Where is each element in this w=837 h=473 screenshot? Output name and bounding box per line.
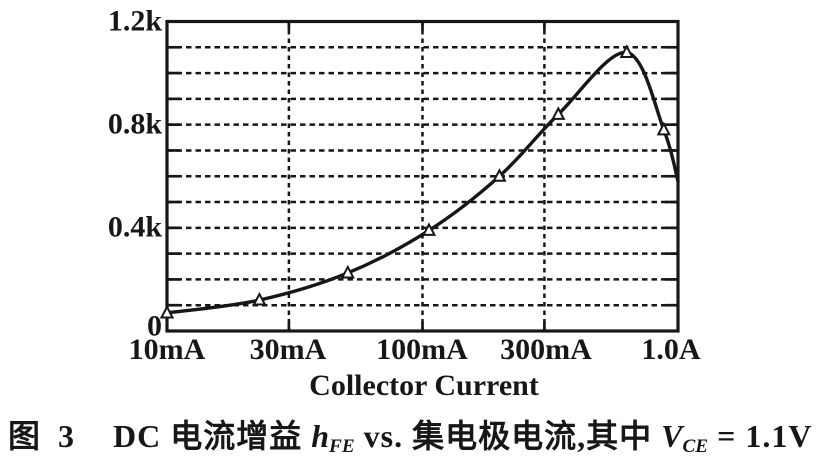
caption-prefix: DC 电流增益 xyxy=(113,418,312,454)
hfe-symbol: h xyxy=(311,418,330,454)
x-axis-title: Collector Current xyxy=(309,369,539,402)
caption-middle: vs. 集电极电流,其中 xyxy=(354,418,662,454)
figure-caption: 图 3 DC 电流增益 hFE vs. 集电极电流,其中 VCE = 1.1V xyxy=(8,416,832,459)
x-tick-label-300mA: 300mA xyxy=(500,333,592,366)
caption-suffix: = 1.1V xyxy=(708,418,813,454)
figure-caption-text: DC 电流增益 hFE vs. 集电极电流,其中 VCE = 1.1V xyxy=(113,416,812,459)
y-tick-label-1200: 1.2k xyxy=(107,4,162,38)
y-tick-label-0: 0 xyxy=(147,309,162,343)
vce-symbol-subscript: CE xyxy=(682,435,709,457)
hfe-symbol-subscript: FE xyxy=(329,435,355,457)
figure-number: 图 3 xyxy=(8,418,80,454)
y-tick-label-800: 0.8k xyxy=(107,107,162,141)
x-tick-label-100mA: 100mA xyxy=(376,333,468,366)
x-tick-label-30mA: 30mA xyxy=(249,333,327,366)
vce-symbol: V xyxy=(661,418,683,454)
x-tick-label-10mA: 10mA xyxy=(128,333,206,366)
x-tick-label-1A: 1.0A xyxy=(641,333,701,366)
y-tick-label-400: 0.4k xyxy=(107,210,162,244)
